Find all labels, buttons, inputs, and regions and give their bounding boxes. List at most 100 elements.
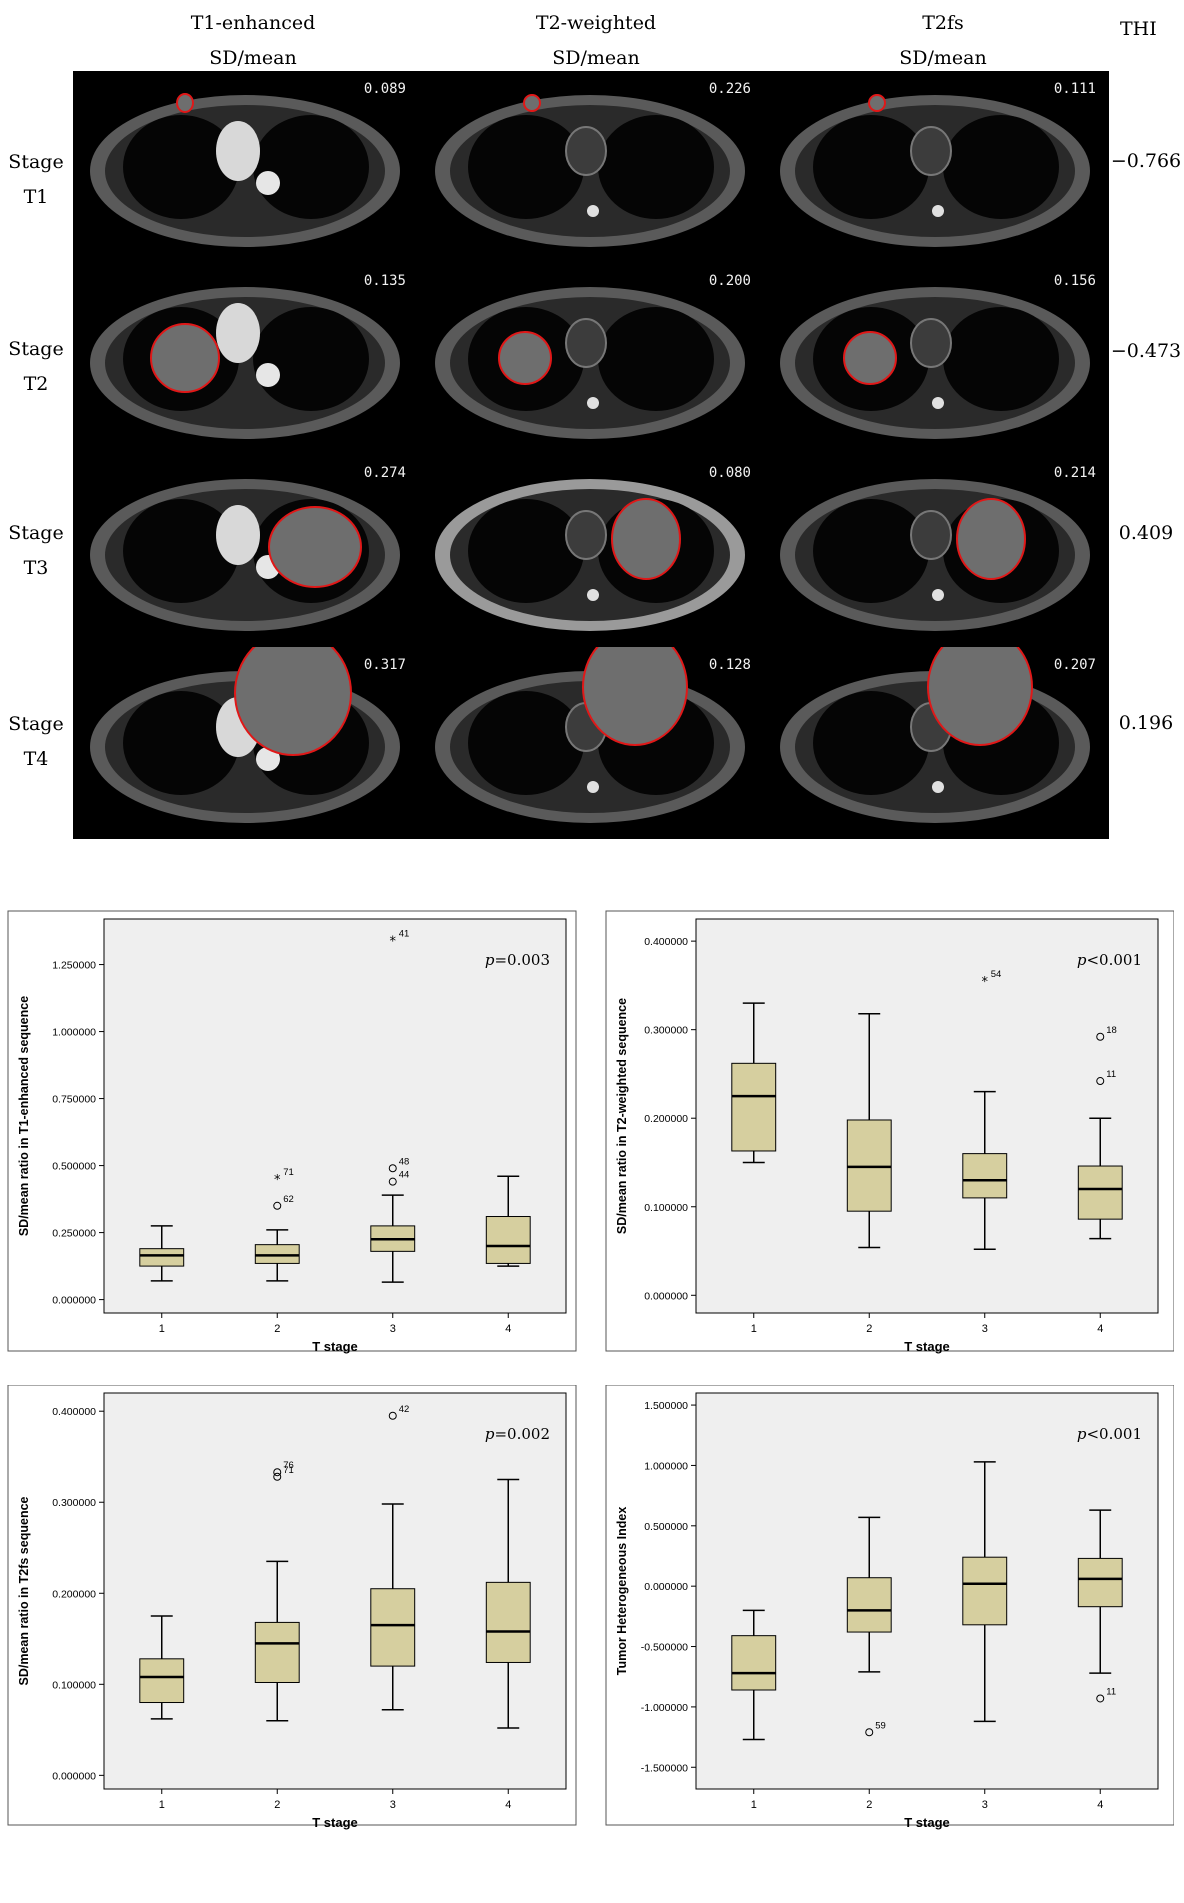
mediastinum [910,510,952,560]
box-4 [485,1175,531,1267]
mri-slice: 0.128 [418,647,763,839]
mri-slice: 0.200 [418,263,763,455]
tumor-roi [611,498,681,580]
y-axis-label: Tumor Heterogeneous Index [615,1507,629,1676]
mri-slice: 0.156 [763,263,1108,455]
right-lung [123,499,239,603]
x-tick-label: 3 [390,1799,396,1811]
iqr-box [370,1588,416,1667]
y-axis-label: SD/mean ratio in T1-enhanced sequence [17,996,31,1236]
y-tick-label: 0.500000 [644,1521,688,1533]
y-tick-label: 0.000000 [52,1770,96,1782]
aorta [216,303,260,363]
sd-mean-value: 0.089 [363,81,406,97]
column-subtitle: SD/mean [899,47,987,69]
sd-mean-value: 0.207 [1053,657,1096,673]
box-1 [139,1225,185,1282]
box-4 [485,1478,531,1729]
iqr-box [962,1153,1008,1199]
y-tick-label: 0.500000 [52,1161,96,1173]
x-tick-label: 2 [274,1799,280,1811]
mediastinum [565,126,607,176]
sd-mean-value: 0.226 [708,81,751,97]
mri-slice: 0.274 [73,455,418,647]
x-tick-label: 4 [505,1799,511,1811]
sd-mean-value: 0.156 [1053,273,1096,289]
iqr-box [139,1658,185,1704]
sd-mean-value: 0.200 [708,273,751,289]
thi-value-t4: 0.196 [1118,712,1174,734]
descending-aorta [256,363,280,387]
outlier-circle [1096,1077,1105,1086]
vertebra [587,589,599,601]
x-tick-label: 3 [390,1323,396,1335]
left-lung [253,115,369,219]
outlier-star: * [982,975,989,990]
thi-value-t1: −0.766 [1110,150,1182,172]
outlier-label: 54 [991,969,1002,980]
iqr-box [962,1556,1008,1626]
outlier-label: 18 [1106,1025,1117,1036]
right-lung [468,115,584,219]
mri-slice: 0.111 [763,71,1108,263]
descending-aorta [256,171,280,195]
y-tick-label: 0.400000 [644,936,688,948]
right-lung [468,499,584,603]
aorta [216,505,260,565]
x-tick-label: 1 [751,1799,757,1811]
right-lung [813,691,929,795]
sd-mean-value: 0.274 [363,465,406,481]
p-value-text: =0.003 [494,951,550,969]
row-stage: T1 [23,186,49,208]
x-tick-label: 1 [159,1323,165,1335]
tumor-roi [868,94,886,112]
mri-slice: 0.214 [763,455,1108,647]
x-tick-label: 2 [274,1323,280,1335]
vertebra [587,781,599,793]
row-label-t3: Stage T3 [0,516,72,586]
x-axis-label: T stage [904,1339,950,1354]
iqr-box [731,1062,777,1152]
outlier-circle [1096,1694,1105,1703]
outlier-label: 44 [399,1170,410,1181]
thi-value-t3: 0.409 [1118,522,1174,544]
iqr-box [485,1581,531,1663]
column-header-t2fs: T2fs SD/mean [813,6,1073,76]
iqr-box [139,1248,185,1267]
mri-slice: 0.089 [73,71,418,263]
right-lung [813,115,929,219]
x-tick-label: 3 [982,1323,988,1335]
box-2 [846,1012,892,1249]
outlier-circle [388,1411,397,1420]
column-title: T2fs [922,12,964,34]
tumor-roi [176,93,194,113]
y-axis-label: SD/mean ratio in T2-weighted sequence [615,998,629,1234]
tumor-roi [956,498,1026,580]
iqr-box [254,1244,300,1264]
iqr-box [846,1577,892,1633]
right-lung [123,115,239,219]
outlier-circle [273,1468,282,1477]
iqr-box [731,1635,777,1691]
tumor-roi [843,331,897,385]
x-tick-label: 4 [1097,1799,1103,1811]
sd-mean-value: 0.111 [1053,81,1096,97]
outlier-label: 41 [399,928,410,939]
tumor-roi [498,331,552,385]
y-tick-label: 1.000000 [644,1460,688,1472]
p-value-annotation: p=0.002 [485,1425,550,1443]
vertebra [587,397,599,409]
y-tick-label: 0.100000 [52,1679,96,1691]
p-symbol: p [485,1425,495,1443]
tumor-roi [150,323,220,393]
vertebra [932,205,944,217]
mediastinum [565,318,607,368]
left-lung [253,307,369,411]
outlier-circle [273,1201,282,1210]
y-tick-label: 0.000000 [52,1295,96,1307]
right-lung [468,691,584,795]
box-2 [254,1560,300,1722]
iqr-box [254,1621,300,1683]
y-tick-label: 0.250000 [52,1228,96,1240]
column-subtitle: SD/mean [209,47,297,69]
